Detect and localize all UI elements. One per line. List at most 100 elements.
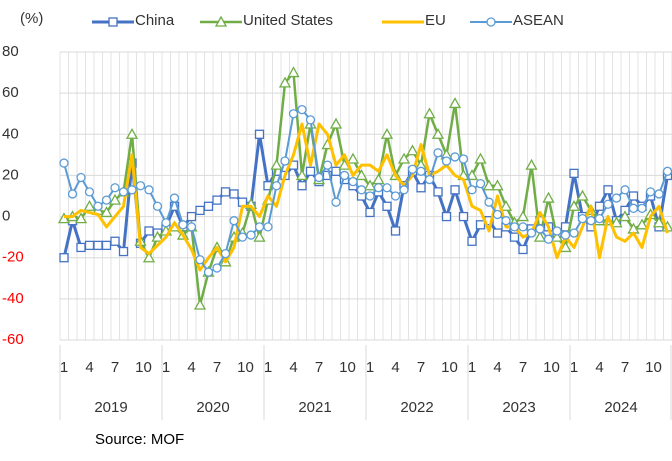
data-point — [409, 165, 417, 173]
legend-label: EU — [425, 12, 446, 29]
data-point — [596, 202, 604, 210]
data-point — [647, 188, 655, 196]
data-point — [298, 106, 306, 114]
data-point — [511, 233, 519, 241]
data-point — [621, 186, 629, 194]
x-tick-label: 4 — [289, 359, 297, 376]
y-tick-label: 80 — [2, 43, 19, 60]
x-tick-label: 4 — [187, 359, 195, 376]
data-point — [188, 223, 196, 231]
y-tick-label: -40 — [2, 290, 24, 307]
data-point — [604, 186, 612, 194]
x-tick-label: 1 — [264, 359, 272, 376]
x-tick-label: 10 — [543, 359, 560, 376]
data-point — [341, 171, 349, 179]
x-tick-label: 4 — [85, 359, 93, 376]
data-point — [460, 213, 468, 221]
x-tick-label: 4 — [595, 359, 603, 376]
data-point — [86, 241, 94, 249]
data-point — [145, 227, 153, 235]
data-point — [383, 202, 391, 210]
data-point — [400, 186, 408, 194]
data-point — [502, 217, 510, 225]
x-tick-label: 1 — [162, 359, 170, 376]
data-point — [222, 188, 230, 196]
data-point — [596, 215, 604, 223]
data-point — [434, 188, 442, 196]
x-tick-label: 7 — [111, 359, 119, 376]
data-point — [664, 167, 672, 175]
data-point — [375, 184, 383, 192]
data-point — [477, 180, 485, 188]
data-point — [460, 155, 468, 163]
x-tick-label: 4 — [493, 359, 501, 376]
data-point — [426, 176, 434, 184]
year-label: 2024 — [604, 399, 637, 416]
data-point — [613, 194, 621, 202]
legend-label: China — [135, 12, 175, 29]
data-point — [196, 206, 204, 214]
data-point — [536, 225, 544, 233]
data-point — [247, 231, 255, 239]
data-point — [477, 221, 485, 229]
data-point — [383, 184, 391, 192]
data-point — [562, 231, 570, 239]
data-point — [451, 153, 459, 161]
x-tick-label: 10 — [645, 359, 662, 376]
data-point — [494, 211, 502, 219]
data-point — [579, 215, 587, 223]
y-tick-label: 40 — [2, 125, 19, 142]
y-tick-label: 0 — [2, 208, 10, 225]
x-tick-label: 7 — [621, 359, 629, 376]
data-point — [332, 198, 340, 206]
data-point — [553, 227, 561, 235]
legend-marker — [109, 18, 117, 26]
data-point — [205, 268, 213, 276]
y-tick-label: 60 — [2, 84, 19, 101]
data-point — [443, 213, 451, 221]
data-point — [77, 243, 85, 251]
data-point — [638, 204, 646, 212]
data-point — [417, 167, 425, 175]
y-tick-label: -60 — [2, 331, 24, 348]
data-point — [570, 229, 578, 237]
data-point — [604, 200, 612, 208]
data-point — [468, 186, 476, 194]
data-point — [154, 202, 162, 210]
data-point — [239, 233, 247, 241]
data-point — [298, 182, 306, 190]
data-point — [307, 167, 315, 175]
x-tick-label: 7 — [315, 359, 323, 376]
data-point — [128, 186, 136, 194]
data-point — [468, 237, 476, 245]
data-point — [145, 186, 153, 194]
source-note: Source: MOF — [95, 431, 184, 448]
data-point — [315, 173, 323, 181]
data-point — [111, 237, 119, 245]
data-point — [434, 149, 442, 157]
data-point — [417, 184, 425, 192]
data-point — [630, 204, 638, 212]
x-tick-label: 10 — [135, 359, 152, 376]
year-label: 2020 — [196, 399, 229, 416]
data-point — [188, 213, 196, 221]
data-point — [103, 196, 111, 204]
data-point — [349, 178, 357, 186]
legend-label: United States — [243, 12, 333, 29]
data-point — [366, 192, 374, 200]
x-tick-label: 1 — [60, 359, 68, 376]
year-label: 2019 — [94, 399, 127, 416]
x-tick-label: 1 — [468, 359, 476, 376]
data-point — [392, 227, 400, 235]
year-label: 2021 — [298, 399, 331, 416]
data-point — [179, 221, 187, 229]
data-point — [519, 223, 527, 231]
data-point — [281, 157, 289, 165]
x-tick-label: 4 — [391, 359, 399, 376]
data-point — [511, 223, 519, 231]
data-point — [392, 192, 400, 200]
y-axis-label: (%) — [20, 10, 43, 27]
data-point — [256, 130, 264, 138]
data-point — [137, 182, 145, 190]
data-point — [358, 186, 366, 194]
